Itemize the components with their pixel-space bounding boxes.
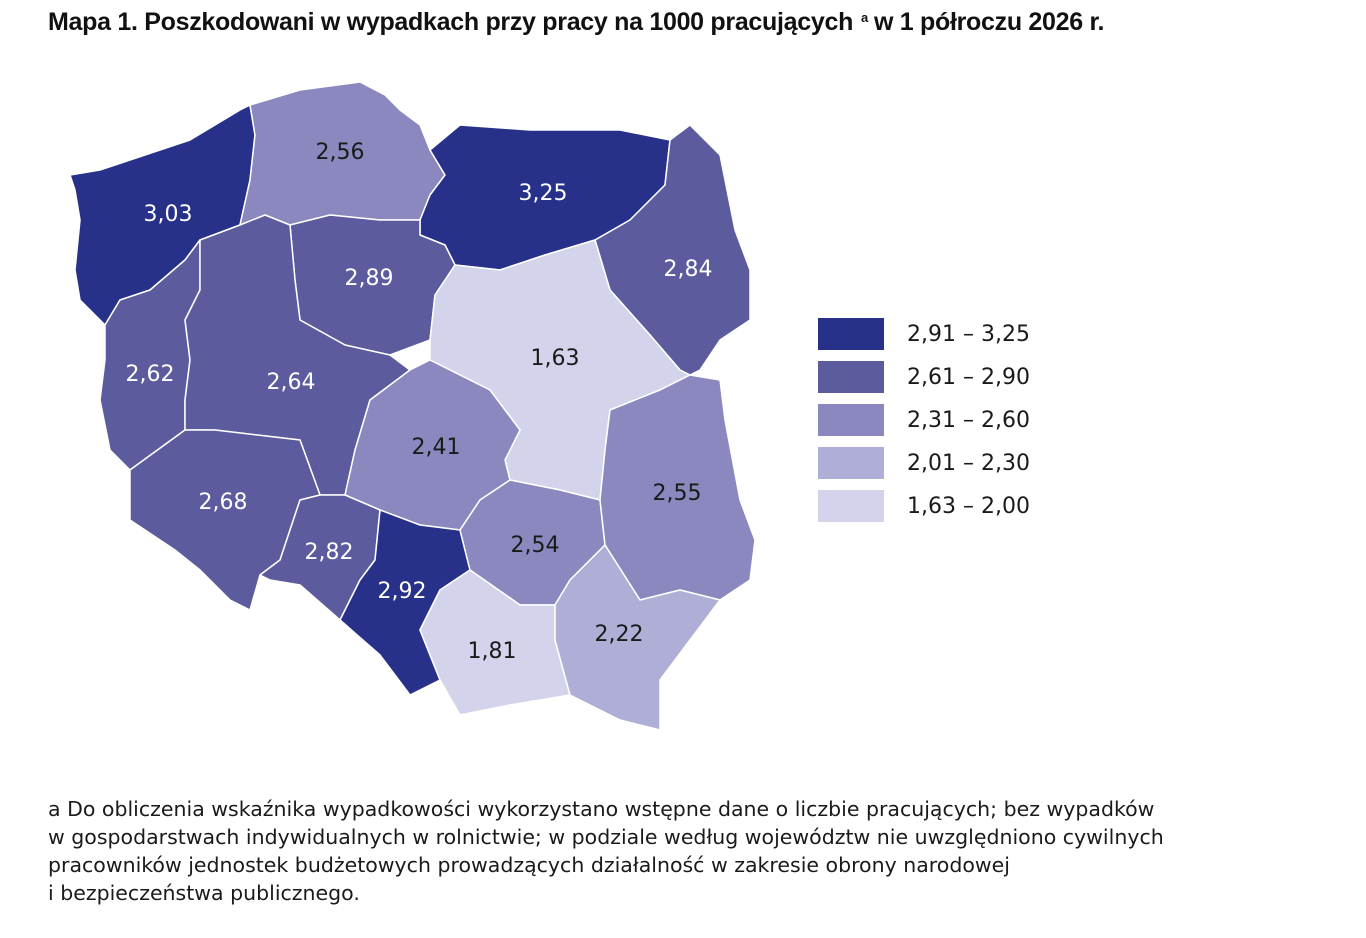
footnote-line: w gospodarstwach indywidualnych w rolnic… [48,825,1164,849]
footnote: a Do obliczenia wskaźnika wypadkowości w… [48,795,1164,907]
title-suffix: w 1 półroczu 2026 r. [873,8,1105,36]
region-label: 2,41 [412,435,461,460]
region-label: 3,03 [144,202,193,227]
region-label: 2,55 [653,481,702,506]
region-label: 1,81 [468,639,517,664]
title-text: Mapa 1. Poszkodowani w wypadkach przy pr… [48,8,854,36]
region [594,124,751,376]
region-label: 2,89 [345,266,394,291]
region-label: 2,62 [126,362,175,387]
legend-label: 1,63 – 2,00 [907,494,1030,519]
footnote-line: a Do obliczenia wskaźnika wypadkowości w… [48,797,1155,821]
region-label: 2,56 [316,140,365,165]
legend: 2,91 – 3,25 2,61 – 2,90 2,31 – 2,60 2,01 – … [818,318,1030,522]
title: Mapa 1. Poszkodowani w wypadkach przy pr… [48,8,1105,37]
region-label: 2,92 [378,579,427,604]
region-label: 2,68 [199,490,248,515]
legend-swatch [818,404,884,436]
legend-swatch [818,490,884,522]
legend-label: 2,01 – 2,30 [907,451,1030,476]
region-label: 2,54 [511,533,560,558]
region-label: 2,64 [267,370,316,395]
legend-swatch [818,318,884,350]
footnote-line: i bezpieczeństwa publicznego. [48,881,360,905]
region-label: 1,63 [531,346,580,371]
legend-label: 2,31 – 2,60 [907,408,1030,433]
region-label: 2,22 [595,622,644,647]
map: 3,03 2,56 3,25 2,84 2,89 1,63 2,62 2,64 … [69,81,1030,731]
region-label: 2,82 [305,540,354,565]
region-label: 3,25 [519,181,568,206]
legend-swatch [818,361,884,393]
legend-label: 2,61 – 2,90 [907,365,1030,390]
legend-label: 2,91 – 3,25 [907,322,1030,347]
title-footnote-mark: a [861,10,868,25]
region [599,374,756,601]
region [554,544,721,731]
region-label: 2,84 [664,257,713,282]
legend-swatch [818,447,884,479]
footnote-line: pracowników jednostek budżetowych prowad… [48,853,1010,877]
